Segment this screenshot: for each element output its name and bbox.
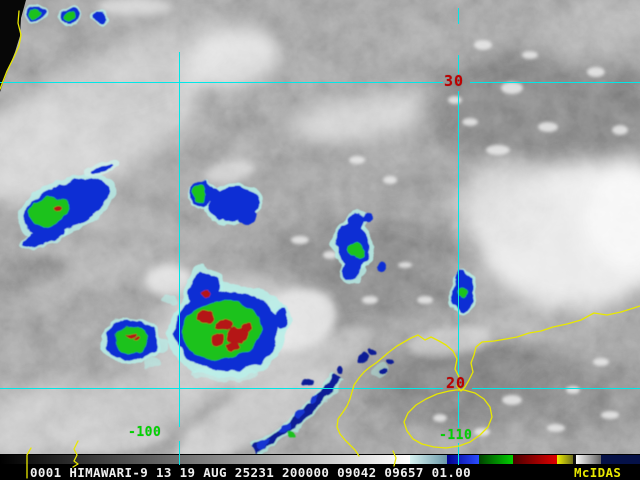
storm-cell-northwest [17, 161, 118, 250]
storm-cell-main [144, 265, 292, 382]
storm-cell-southwest [102, 318, 160, 364]
mcidas-brand-label: McIDAS [574, 465, 622, 480]
satellite-image-display[interactable] [0, 0, 640, 455]
enhancement-colorbar [0, 454, 640, 465]
storm-specks-top-edge [27, 5, 108, 26]
storm-cell-north-center [187, 182, 263, 225]
cloud-field [0, 0, 640, 455]
status-bar: 0001 HIMAWARI-9 13 19 AUG 25231 200000 0… [0, 464, 640, 480]
frame-info-text: 0001 HIMAWARI-9 13 19 AUG 25231 200000 0… [30, 465, 472, 480]
storm-cell-mid-right [333, 212, 386, 284]
storm-cell-on-gridline [449, 270, 477, 314]
